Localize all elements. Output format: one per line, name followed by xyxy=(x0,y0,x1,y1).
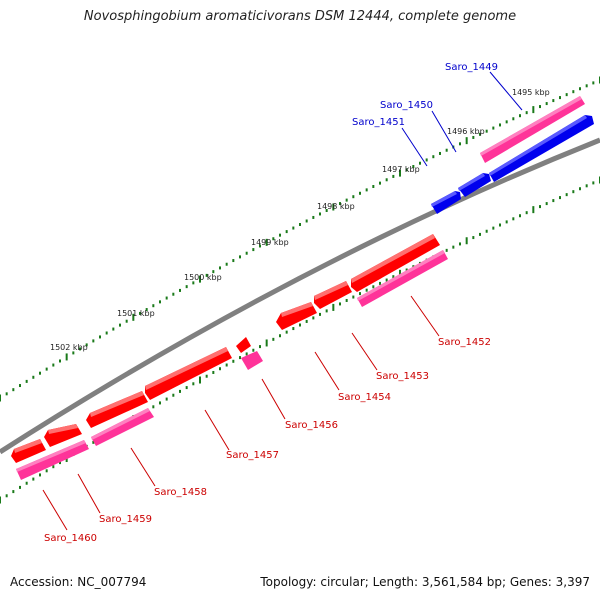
saro-1449-cds[interactable] xyxy=(489,115,594,182)
saro-1457-cds-shade xyxy=(145,347,228,390)
scale-label: 1501 kbp xyxy=(117,309,155,318)
saro-1449-gene[interactable] xyxy=(480,96,585,163)
saro-1454-cds-shade xyxy=(281,302,313,317)
saro-1460-gene[interactable] xyxy=(16,440,89,480)
scale-label: 1502 kbp xyxy=(50,343,88,352)
leader-saro-1454 xyxy=(314,351,340,391)
saro-1457-cds[interactable] xyxy=(145,347,232,400)
saro-1452-cds[interactable] xyxy=(351,234,440,292)
saro-1456-gene[interactable] xyxy=(241,351,263,370)
saro-1453-cds-shade xyxy=(314,281,348,300)
scale-label: 1499 kbp xyxy=(251,238,289,247)
saro-1451-cds[interactable] xyxy=(431,191,461,214)
leader-saro-1456 xyxy=(261,378,286,420)
leader-saro-1457 xyxy=(204,409,230,451)
label-saro-1450[interactable]: Saro_1450 xyxy=(380,100,433,111)
leader-saro-1449 xyxy=(489,71,523,111)
genome-backbone xyxy=(0,137,600,455)
label-saro-1458[interactable]: Saro_1458 xyxy=(154,487,207,498)
saro-1458-cds[interactable] xyxy=(86,391,148,428)
scale-label: 1500 kbp xyxy=(184,273,222,282)
saro-1452-gene[interactable] xyxy=(357,250,448,307)
saro-1460-cds-shade xyxy=(14,439,42,453)
saro-1451-cds-shade xyxy=(431,191,457,207)
label-saro-1454[interactable]: Saro_1454 xyxy=(338,392,391,403)
saro-1458-cds-shade xyxy=(90,391,144,417)
outer-tick-ring xyxy=(0,76,600,402)
label-saro-1457[interactable]: Saro_1457 xyxy=(226,450,279,461)
saro-1454-cds[interactable] xyxy=(276,302,317,330)
map-title: Novosphingobium aromaticivorans DSM 1244… xyxy=(83,9,517,24)
scale-label: 1495 kbp xyxy=(512,88,550,97)
label-saro-1459[interactable]: Saro_1459 xyxy=(99,514,152,525)
genome-summary: Topology: circular; Length: 3,561,584 bp… xyxy=(260,575,590,589)
label-saro-1453[interactable]: Saro_1453 xyxy=(376,371,429,382)
saro-1452-cds-shade xyxy=(351,234,435,283)
label-saro-1460[interactable]: Saro_1460 xyxy=(44,533,97,544)
leader-saro-1451 xyxy=(401,127,428,167)
saro-1456-cds[interactable] xyxy=(236,337,251,353)
scale-label: 1496 kbp xyxy=(447,127,485,136)
scale-label: 1497 kbp xyxy=(382,165,420,174)
label-saro-1456[interactable]: Saro_1456 xyxy=(285,420,338,431)
saro-1453-cds[interactable] xyxy=(314,281,352,309)
saro-1460-cds[interactable] xyxy=(11,439,46,463)
saro-1458-gene-shade xyxy=(91,408,150,440)
saro-1450-cds[interactable] xyxy=(458,173,491,197)
leader-saro-1450 xyxy=(431,110,457,153)
saro-1450-cds-shade xyxy=(458,173,485,191)
leader-saro-1452 xyxy=(410,295,440,337)
label-saro-1451[interactable]: Saro_1451 xyxy=(352,117,405,128)
saro-1452-gene-shade xyxy=(357,250,445,301)
label-saro-1452[interactable]: Saro_1452 xyxy=(438,337,491,348)
accession-text: Accession: NC_007794 xyxy=(10,575,147,589)
saro-1458-gene[interactable] xyxy=(91,408,154,446)
saro-1449-gene-shade xyxy=(480,96,582,156)
leader-saro-1453 xyxy=(351,332,378,371)
leader-saro-1458 xyxy=(130,447,156,487)
label-saro-1449[interactable]: Saro_1449 xyxy=(445,62,498,73)
saro-1459-cds-shade xyxy=(48,424,78,434)
leader-saro-1459 xyxy=(77,473,101,514)
scale-label: 1498 kbp xyxy=(317,202,355,211)
leader-saro-1460 xyxy=(42,489,68,531)
saro-1460-gene-shade xyxy=(16,440,86,472)
saro-1449-cds-shade xyxy=(489,115,587,176)
